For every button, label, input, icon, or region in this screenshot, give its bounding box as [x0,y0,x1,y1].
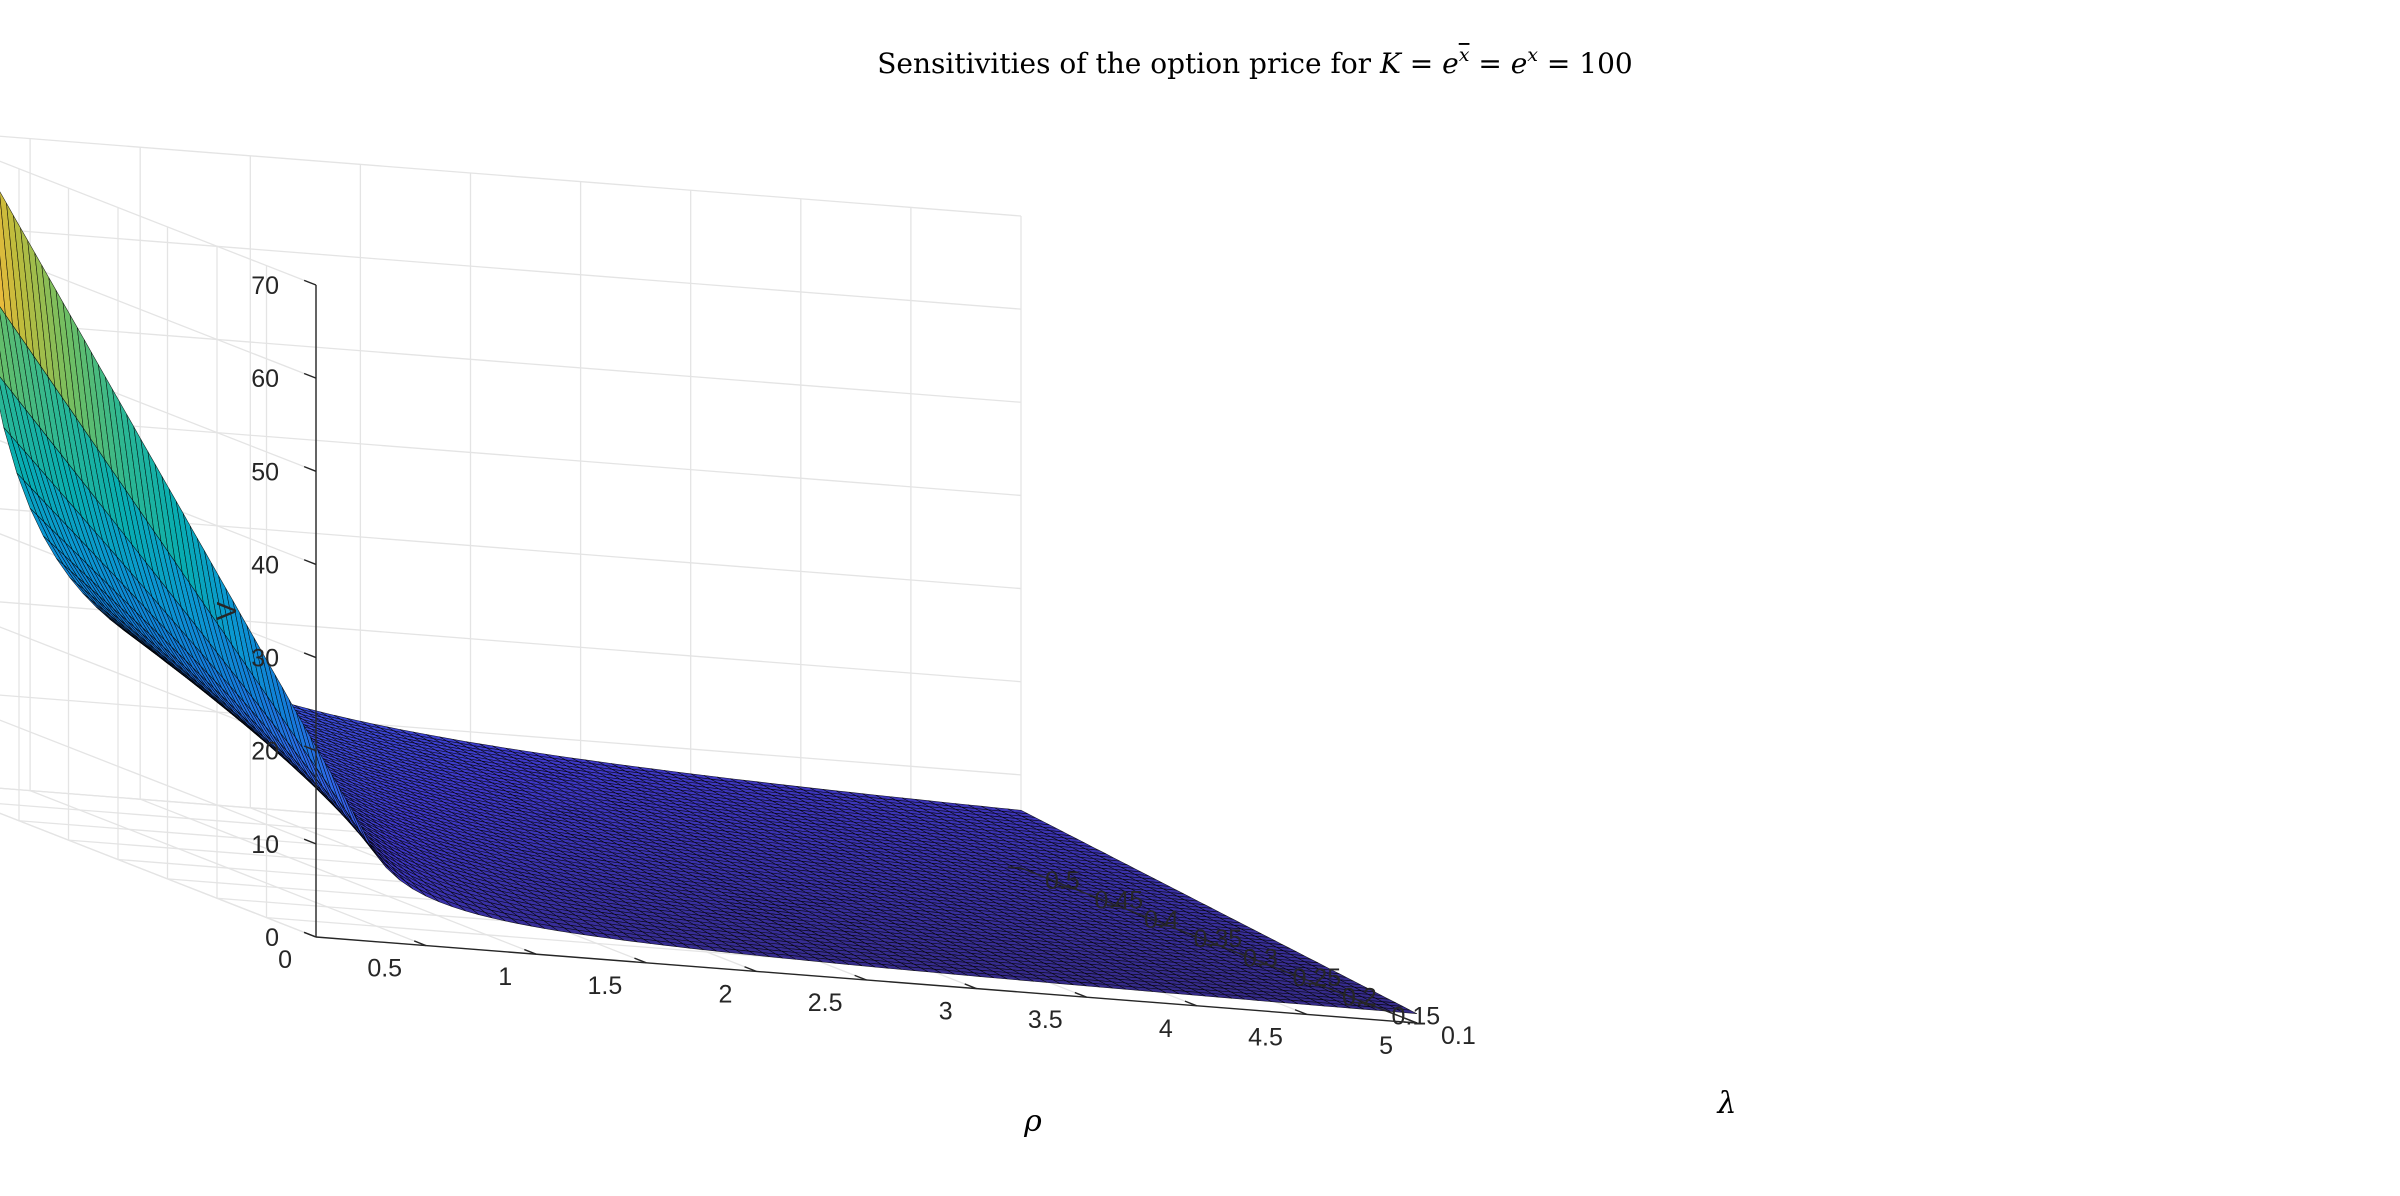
z-tick-mark-7 [303,279,317,286]
x-tick-label: 0 [278,946,292,974]
z-tick-mark-6 [303,372,317,379]
z-tick-label: 40 [251,551,279,579]
x-tick-label: 4.5 [1248,1023,1283,1051]
grid-back-z-5 [0,321,1022,403]
z-tick-label: 30 [251,645,279,673]
z-tick-mark-3 [303,652,317,659]
y-tick-label: 0.2 [1342,983,1377,1011]
y-tick-label: 0.45 [1095,886,1144,914]
y-tick-label: 0.15 [1392,1003,1441,1031]
y-tick-label: 0.25 [1293,964,1342,992]
y-tick-label: 0.3 [1243,945,1278,973]
z-tick-label: 20 [251,738,279,766]
x-tick-label: 2.5 [808,989,843,1017]
y-tick-label: 0.4 [1144,906,1179,934]
grid-back-z-1 [0,694,1022,776]
z-tick-mark-0 [303,931,317,938]
x-tick-label: 1 [498,963,512,991]
x-tick-label: 5 [1379,1032,1393,1060]
z-axis-label: V [211,601,242,620]
x-axis-label: ρ [1023,1104,1042,1139]
y-axis-label: λ [1716,1086,1736,1121]
x-tick-label: 0.5 [367,955,402,983]
z-tick-mark-5 [303,465,317,472]
z-tick-mark-4 [303,559,317,566]
z-tick-label: 0 [265,924,279,952]
grid-floor-x-0 [0,812,317,938]
grid-side-z-0 [0,812,317,938]
grid-side-z-6 [0,253,317,379]
x-tick-label: 2 [718,980,732,1008]
grid-side-z-1 [0,719,317,845]
x-tick-label: 3.5 [1028,1006,1063,1034]
y-tick-label: 0.1 [1441,1022,1476,1050]
y-tick-label: 0.5 [1045,867,1080,895]
chart-title: Sensitivities of the option price for K … [877,44,1632,80]
z-tick-label: 10 [251,831,279,859]
grid-back-z-6 [0,228,1022,310]
z-tick-label: 70 [251,272,279,300]
x-tick-label: 3 [939,998,953,1026]
surface-mesh [0,191,1418,1014]
grid-side-z-5 [0,346,317,472]
grid-back-z-7 [0,135,1022,217]
x-tick-label: 4 [1159,1015,1173,1043]
y-tick-label: 0.35 [1194,925,1243,953]
z-tick-label: 60 [251,365,279,393]
x-tick-label: 1.5 [588,972,623,1000]
z-tick-label: 50 [251,458,279,486]
grid-side-z-7 [0,160,317,286]
